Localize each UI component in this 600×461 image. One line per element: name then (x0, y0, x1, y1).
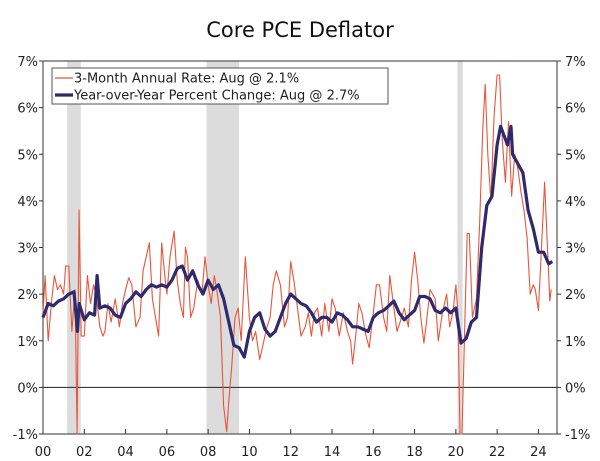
recession-band (67, 61, 81, 434)
series-lines (41, 74, 554, 435)
x-tick-label: 04 (117, 445, 134, 460)
y-axis: -1% -1% 0% 0% 1% 1% 2% 2% 3% 3% 4% 4% 5% 5% 6% 6% 7% 7% (13, 55, 591, 443)
y-tick-label-left: 7% (17, 55, 38, 70)
x-tick-label: 14 (324, 445, 341, 460)
y-tick-label-left: 1% (17, 335, 38, 350)
y-tick-label-left: 2% (17, 288, 38, 303)
recession-shading (67, 61, 463, 434)
x-tick-label: 22 (489, 445, 506, 460)
plot-frame (42, 60, 558, 435)
y-tick-label-right: 4% (565, 195, 586, 210)
x-tick-label: 24 (530, 445, 547, 460)
y-tick-label-left: 0% (17, 381, 38, 396)
x-tick-label: 00 (35, 445, 52, 460)
y-tick-label-right: 6% (565, 102, 586, 117)
series-line-year-over-year (41, 124, 554, 359)
chart-title: Core PCE Deflator (206, 18, 394, 42)
x-tick-label: 08 (200, 445, 217, 460)
x-tick-label: 06 (159, 445, 176, 460)
y-tick-label-right: 5% (565, 148, 586, 163)
x-tick-label: 10 (241, 445, 258, 460)
legend-label-3-month: 3-Month Annual Rate: Aug @ 2.1% (74, 72, 299, 87)
legend: 3-Month Annual Rate: Aug @ 2.1% Year-ove… (51, 67, 389, 105)
y-tick-label-right: 3% (565, 242, 586, 257)
y-tick-label-right: 7% (565, 55, 586, 70)
x-axis: 00 02 04 06 08 10 12 14 16 18 20 22 24 (35, 429, 547, 460)
legend-label-yoy: Year-over-Year Percent Change: Aug @ 2.7… (73, 89, 360, 104)
y-tick-label-right: 1% (565, 335, 586, 350)
y-tick-label-right: 0% (565, 381, 586, 396)
y-tick-label-left: -1% (13, 428, 38, 443)
x-tick-label: 18 (406, 445, 423, 460)
y-tick-label-left: 3% (17, 242, 38, 257)
x-tick-label: 02 (76, 445, 93, 460)
y-tick-label-left: 4% (17, 195, 38, 210)
series-line-3-month-annual-rate (42, 74, 552, 435)
recession-band (457, 61, 463, 434)
y-tick-label-left: 5% (17, 148, 38, 163)
legend-box (51, 67, 389, 105)
x-tick-label: 16 (365, 445, 382, 460)
x-tick-label: 12 (282, 445, 299, 460)
y-tick-label-right: 2% (565, 288, 586, 303)
x-tick-label: 20 (448, 445, 465, 460)
y-tick-label-right: -1% (565, 428, 590, 443)
y-tick-label-left: 6% (17, 102, 38, 117)
